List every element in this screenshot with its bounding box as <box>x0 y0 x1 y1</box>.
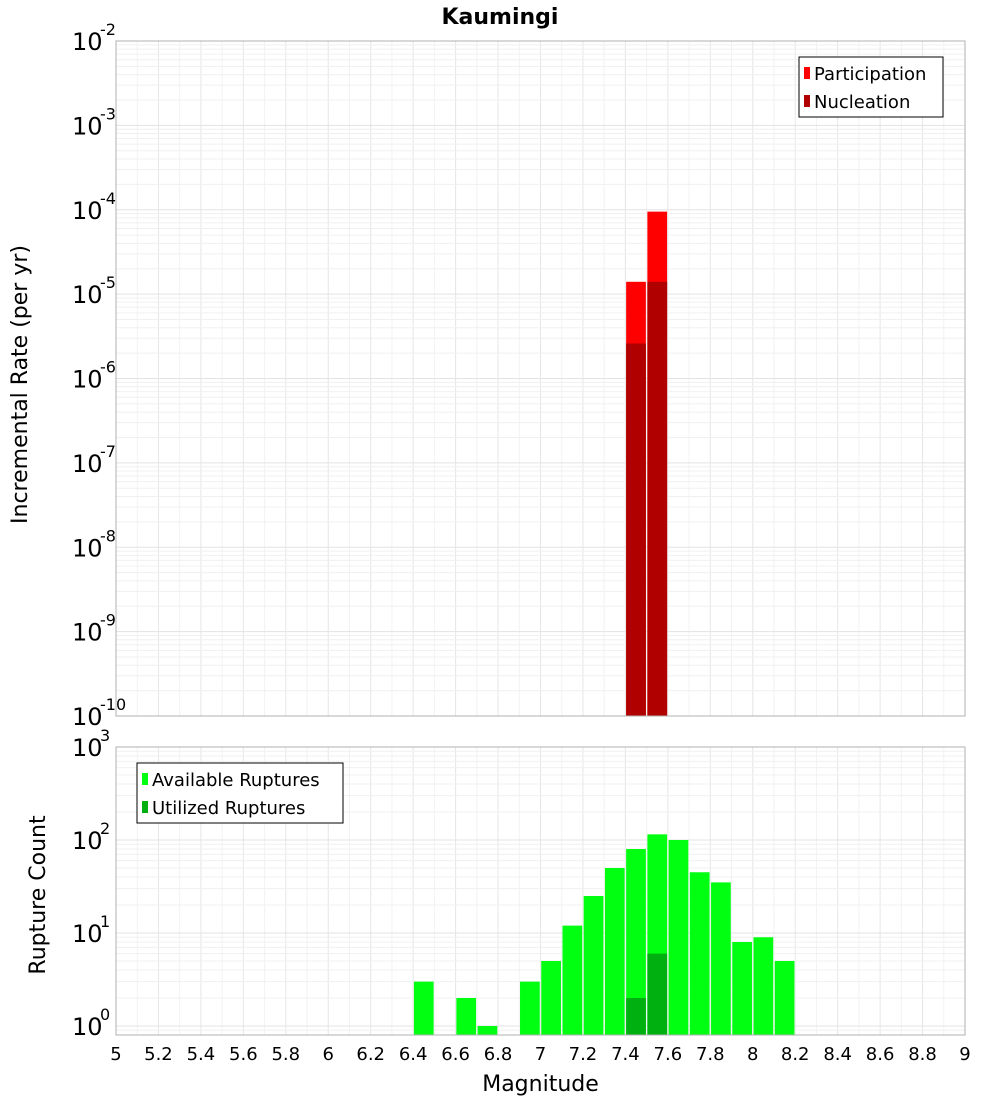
x-tick-label: 9 <box>959 1044 970 1065</box>
bar-available-ruptures-7.75 <box>689 872 710 1035</box>
top-panel: 10-210-310-410-510-610-710-810-910-10 In… <box>8 20 966 731</box>
legend-swatch <box>142 773 148 785</box>
y-tick-exponent: -5 <box>100 273 116 292</box>
bar-available-ruptures-7.85 <box>711 882 731 1035</box>
legend-label: Nucleation <box>814 92 910 113</box>
bar-available-ruptures-8.15 <box>774 960 795 1035</box>
y-tick-exponent: 3 <box>100 726 110 745</box>
y-tick-label: 10 <box>72 28 103 56</box>
bar-available-ruptures-6.95 <box>520 981 540 1035</box>
bar-available-ruptures-7.05 <box>541 960 561 1035</box>
bottom-legend: Available Ruptures Utilized Ruptures <box>136 762 344 824</box>
x-tick-label: 7.2 <box>569 1044 598 1065</box>
y-tick-exponent: 0 <box>100 1005 110 1024</box>
y-tick-exponent: 1 <box>100 912 110 931</box>
bar-nucleation-7.55 <box>647 281 668 716</box>
x-ticks: 5 5.2 5.4 5.6 5.8 6 6.2 6.4 6.6 6.8 7 7.2 7.4 7.6 7.8 8… <box>110 1044 970 1065</box>
x-tick-label: 8.2 <box>781 1044 810 1065</box>
x-tick-label: 6.6 <box>441 1044 470 1065</box>
y-tick-exponent: -4 <box>100 189 116 208</box>
legend-label: Available Ruptures <box>152 770 320 791</box>
top-y-axis-label: Incremental Rate (per yr) <box>8 245 33 524</box>
legend-swatch <box>804 67 810 79</box>
x-tick-label: 8.4 <box>823 1044 852 1065</box>
bar-utilized-ruptures-7.45 <box>626 997 646 1035</box>
x-tick-label: 5 <box>110 1044 121 1065</box>
y-tick-exponent: -9 <box>100 611 116 630</box>
y-tick-label: 10 <box>72 619 103 647</box>
bar-available-ruptures-7.95 <box>732 942 752 1035</box>
x-tick-label: 8.8 <box>908 1044 937 1065</box>
y-tick-exponent: -2 <box>100 20 116 39</box>
x-tick-label: 7.8 <box>696 1044 725 1065</box>
top-plot-frame <box>115 40 966 717</box>
x-tick-label: 6 <box>323 1044 334 1065</box>
top-y-ticks: 10-210-310-410-510-610-710-810-910-10 <box>72 20 126 731</box>
legend-label: Participation <box>814 64 926 85</box>
bar-available-ruptures-7.65 <box>668 839 689 1035</box>
bar-available-ruptures-6.45 <box>413 981 434 1035</box>
y-tick-label: 10 <box>72 920 103 948</box>
y-tick-exponent: -8 <box>100 526 116 545</box>
legend-swatch <box>804 95 810 107</box>
bottom-bars <box>413 834 795 1035</box>
y-tick-label: 10 <box>72 534 103 562</box>
y-tick-label: 10 <box>72 197 103 225</box>
chart-title: Kaumingi <box>442 5 559 30</box>
bar-available-ruptures-8.05 <box>753 937 774 1035</box>
top-gridlines <box>115 40 966 717</box>
y-tick-exponent: -7 <box>100 442 116 461</box>
y-tick-label: 10 <box>72 734 103 762</box>
x-tick-label: 5.4 <box>187 1044 216 1065</box>
x-tick-label: 8 <box>747 1044 758 1065</box>
top-bars <box>626 211 668 716</box>
bar-available-ruptures-7.45 <box>626 849 646 1035</box>
legend-box <box>136 762 344 824</box>
x-tick-label: 7 <box>535 1044 546 1065</box>
y-tick-exponent: -10 <box>100 695 126 714</box>
y-tick-label: 10 <box>72 827 103 855</box>
y-tick-label: 10 <box>72 112 103 140</box>
bar-nucleation-7.45 <box>626 343 646 716</box>
y-tick-label: 10 <box>72 366 103 394</box>
top-legend: Participation Nucleation <box>798 56 944 118</box>
x-tick-label: 5.2 <box>144 1044 173 1065</box>
y-tick-exponent: -6 <box>100 358 116 377</box>
legend-label: Utilized Ruptures <box>152 798 305 819</box>
y-tick-exponent: 2 <box>100 819 110 838</box>
legend-swatch <box>142 801 148 813</box>
x-axis-label: Magnitude <box>482 1072 599 1097</box>
bottom-y-axis-label: Rupture Count <box>26 815 51 975</box>
bar-available-ruptures-7.35 <box>604 867 625 1035</box>
legend-box <box>798 56 944 118</box>
y-tick-label: 10 <box>72 450 103 478</box>
bar-available-ruptures-7.15 <box>562 925 583 1035</box>
bar-available-ruptures-7.25 <box>583 895 604 1035</box>
x-tick-label: 5.8 <box>271 1044 300 1065</box>
y-tick-exponent: -3 <box>100 104 116 123</box>
bar-utilized-ruptures-7.55 <box>647 953 668 1035</box>
x-tick-label: 5.6 <box>229 1044 258 1065</box>
x-tick-label: 6.4 <box>399 1044 428 1065</box>
y-tick-label: 10 <box>72 703 103 731</box>
x-tick-label: 6.2 <box>356 1044 385 1065</box>
bar-available-ruptures-6.75 <box>477 1025 498 1035</box>
y-tick-label: 10 <box>72 1013 103 1041</box>
x-tick-label: 7.6 <box>654 1044 683 1065</box>
y-tick-label: 10 <box>72 281 103 309</box>
x-tick-label: 6.8 <box>484 1044 513 1065</box>
x-tick-label: 7.4 <box>611 1044 640 1065</box>
bar-available-ruptures-6.65 <box>456 997 477 1035</box>
bottom-plot-frame <box>115 746 966 1036</box>
x-tick-label: 8.6 <box>866 1044 895 1065</box>
